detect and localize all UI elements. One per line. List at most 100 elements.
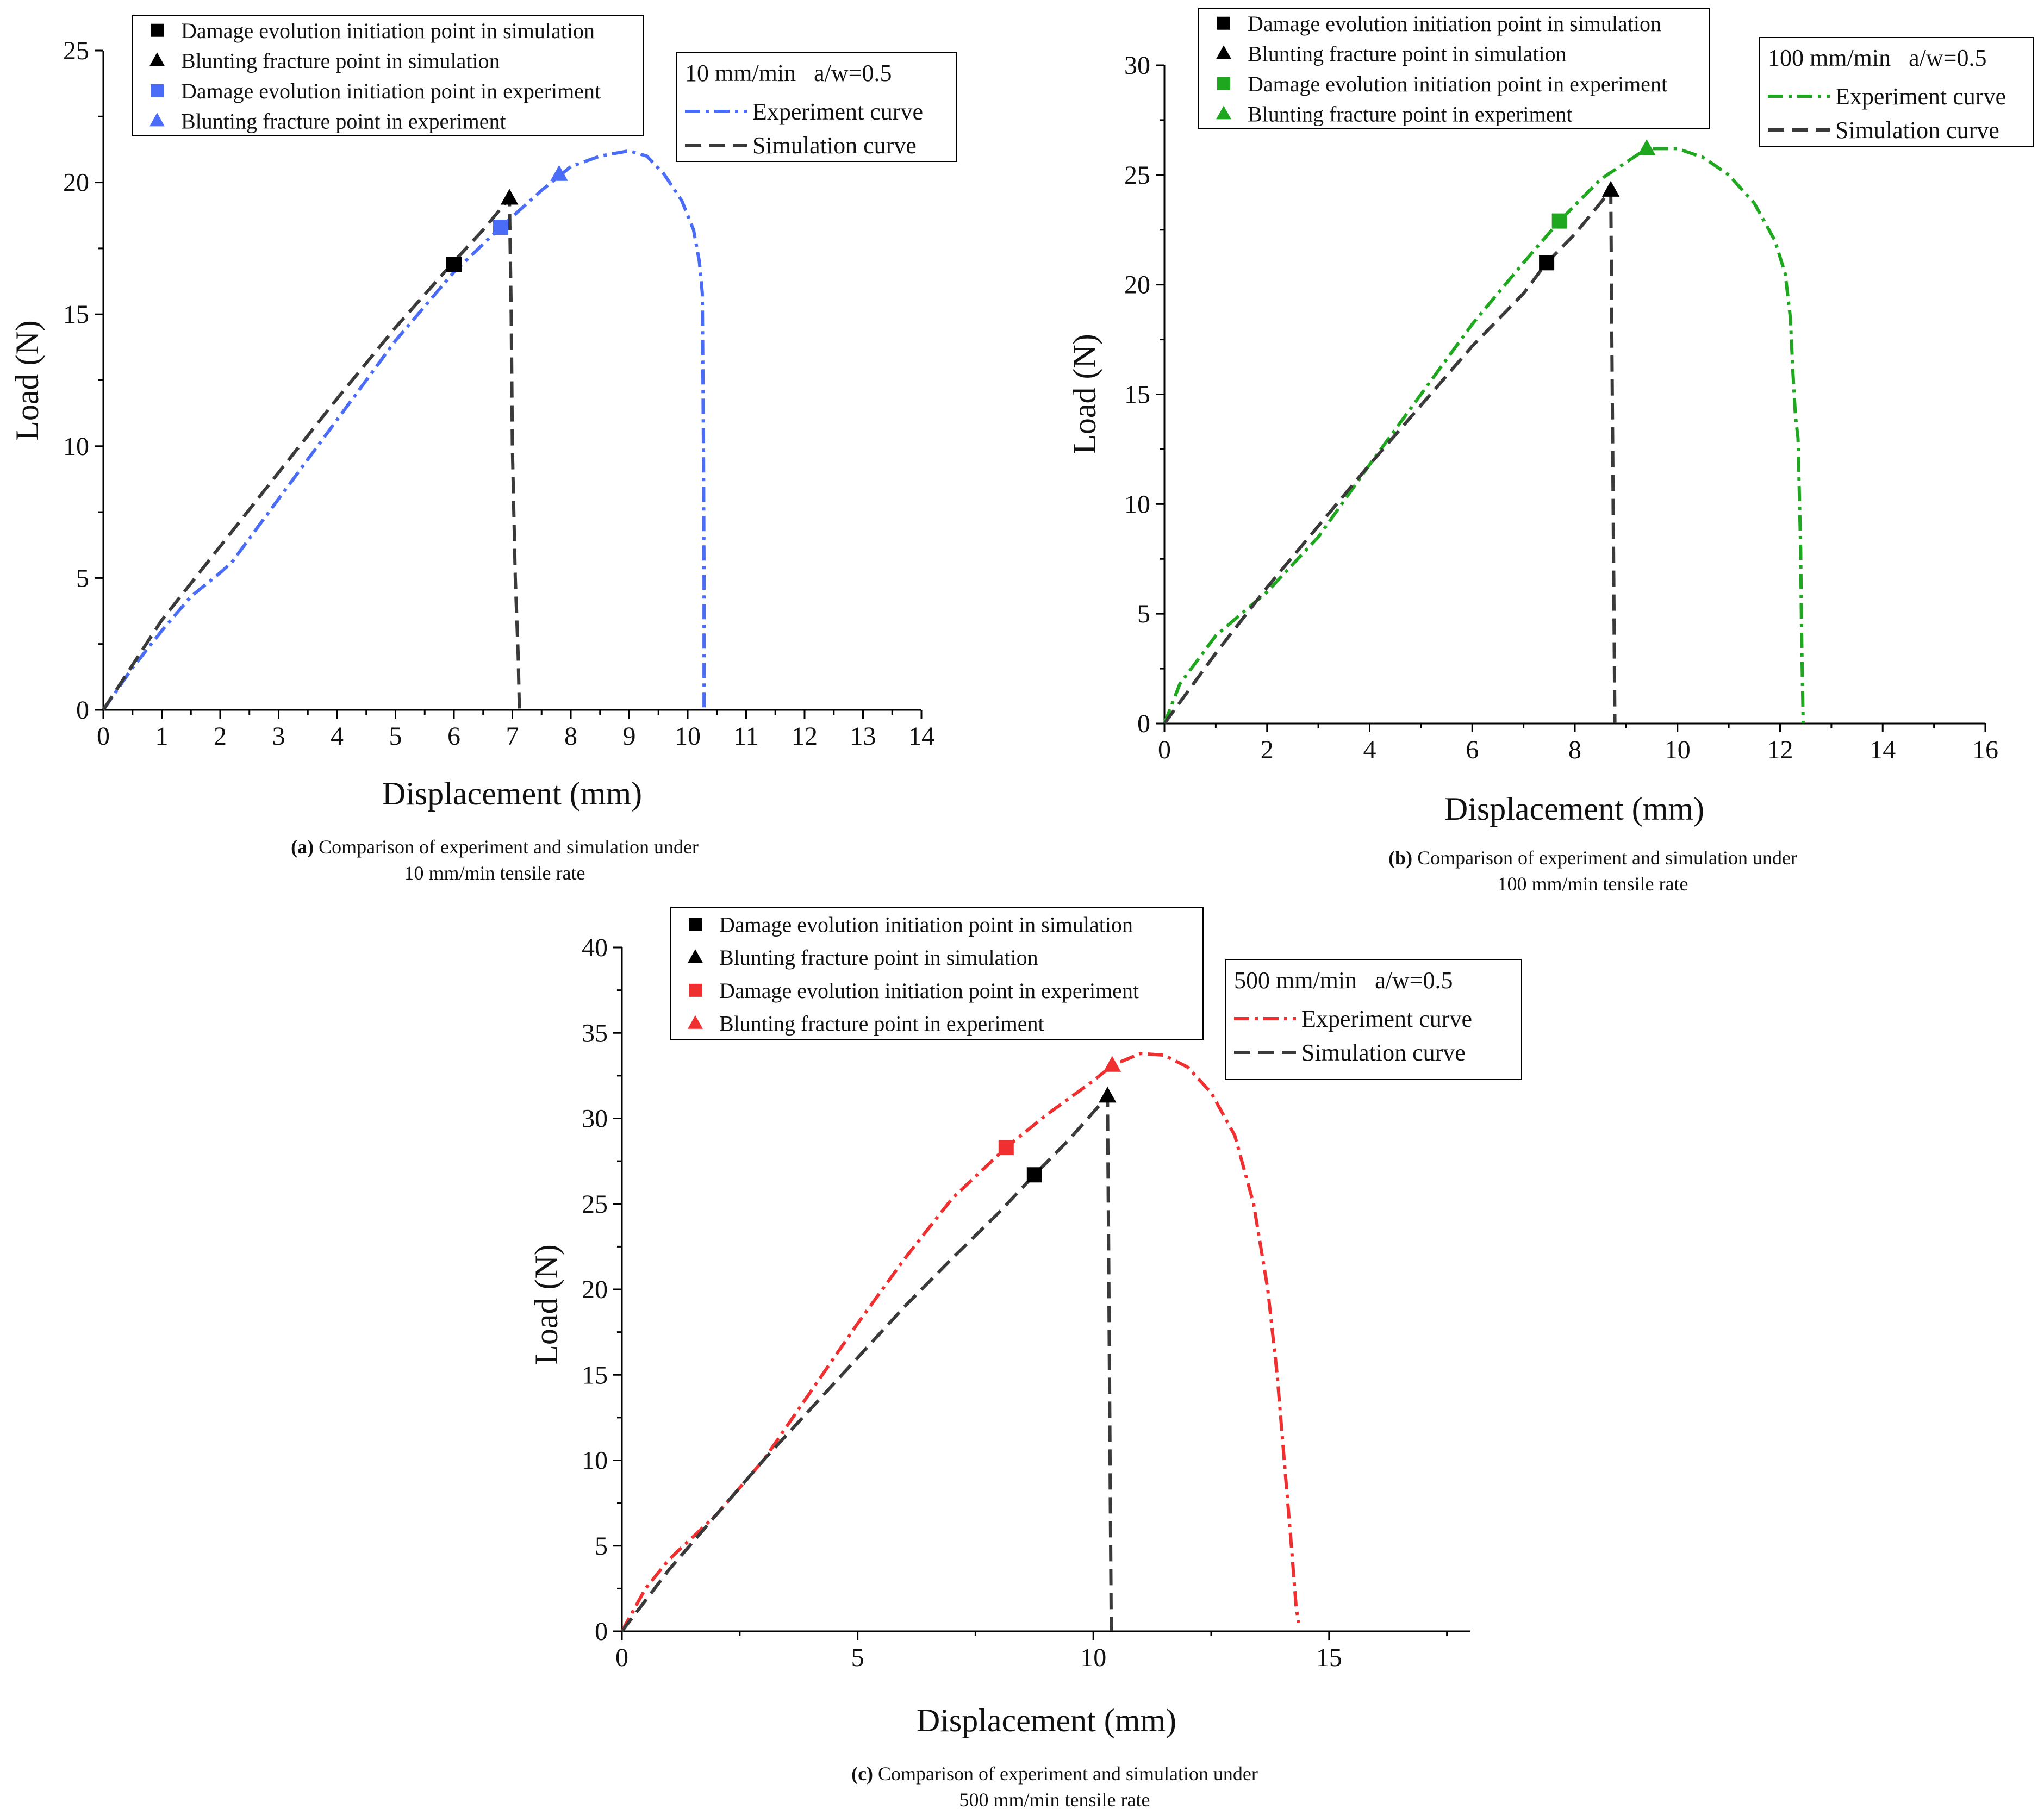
damage-initiation-marker (446, 257, 462, 272)
panel-caption-line2: 500 mm/min tensile rate (959, 1789, 1150, 1811)
marker-legend-label: Damage evolution initiation point in sim… (181, 18, 595, 43)
y-tick-label: 35 (582, 1019, 608, 1047)
y-tick-label: 25 (1124, 161, 1150, 190)
x-tick-label: 14 (1869, 735, 1896, 764)
x-tick-label: 6 (1466, 735, 1479, 764)
blunting-fracture-marker (550, 165, 568, 181)
legend-triangle-icon (688, 949, 703, 963)
blunting-fracture-marker (500, 189, 519, 205)
x-tick-label: 13 (850, 722, 876, 751)
simulation-curve (620, 1094, 1113, 1632)
y-tick-label: 5 (595, 1532, 608, 1561)
legend-square-icon (689, 918, 702, 931)
y-axis-title: Load (N) (1067, 334, 1102, 454)
x-axis-title: Displacement (mm) (1444, 791, 1704, 827)
legend-triangle-icon (688, 1015, 703, 1029)
y-tick-label: 20 (1124, 271, 1150, 300)
info-legend-label: Simulation curve (1301, 1039, 1466, 1066)
y-tick-label: 10 (1124, 490, 1150, 519)
damage-initiation-marker (998, 1139, 1014, 1155)
x-tick-label: 2 (214, 722, 227, 751)
legend-square-icon (151, 84, 164, 97)
caption-line1: Comparison of experiment and simulation … (873, 1763, 1258, 1785)
chart-panel-a: 0 1 2 3 4 5 6 7 8 9 10 11 12 13 140510152025Displaceme… (9, 15, 957, 884)
y-tick-label: 10 (582, 1446, 608, 1475)
damage-initiation-marker (1026, 1167, 1042, 1183)
x-tick-label: 2 (1261, 735, 1274, 764)
x-tick-label: 4 (1363, 735, 1376, 764)
damage-initiation-marker (493, 220, 508, 235)
y-tick-label: 5 (1137, 600, 1150, 628)
legend-triangle-icon (149, 113, 165, 127)
info-legend-title: 100 mm/min a/w=0.5 (1768, 45, 1986, 71)
legend-square-icon (151, 23, 164, 37)
x-tick-label: 9 (623, 722, 636, 751)
marker-legend-label: Damage evolution initiation point in exp… (181, 79, 601, 103)
info-legend-title: 500 mm/min a/w=0.5 (1234, 967, 1453, 994)
blunting-fracture-marker (1098, 1087, 1117, 1103)
caption-tag: (a) (291, 836, 314, 858)
marker-legend-label: Blunting fracture point in experiment (1248, 102, 1573, 126)
x-tick-label: 0 (1158, 735, 1171, 764)
info-legend-title: 10 mm/min a/w=0.5 (685, 60, 892, 86)
legend-square-icon (689, 983, 702, 997)
panel-caption-line2: 100 mm/min tensile rate (1498, 873, 1688, 895)
blunting-fracture-marker (1601, 180, 1620, 197)
y-tick-label: 20 (582, 1275, 608, 1304)
y-tick-label: 0 (1137, 709, 1150, 738)
legend-square-icon (1217, 16, 1230, 30)
y-tick-label: 0 (595, 1617, 608, 1646)
marker-legend-label: Blunting fracture point in simulation (181, 48, 500, 73)
panel-caption: (b) Comparison of experiment and simulat… (1388, 847, 1797, 869)
marker-legend (132, 15, 644, 136)
y-tick-label: 0 (76, 696, 89, 725)
x-axis-title: Displacement (mm) (917, 1702, 1176, 1738)
x-tick-label: 10 (675, 722, 701, 751)
x-tick-label: 10 (1665, 735, 1691, 764)
legend-square-icon (1217, 77, 1230, 90)
y-tick-label: 30 (1124, 51, 1150, 80)
experiment-curve (1163, 147, 1805, 725)
y-tick-label: 15 (582, 1361, 608, 1389)
marker-legend-label: Blunting fracture point in experiment (719, 1012, 1044, 1036)
x-tick-label: 0 (615, 1643, 628, 1672)
y-tick-label: 30 (582, 1105, 608, 1133)
damage-initiation-marker (1551, 213, 1567, 229)
marker-legend-label: Damage evolution initiation point in sim… (1248, 11, 1661, 36)
marker-legend-label: Blunting fracture point in experiment (181, 109, 506, 133)
x-tick-label: 5 (389, 722, 402, 751)
x-tick-label: 0 (97, 722, 110, 751)
x-tick-label: 16 (1972, 735, 1998, 764)
marker-legend (670, 907, 1204, 1040)
info-legend-label: Simulation curve (752, 132, 917, 159)
x-tick-label: 10 (1080, 1643, 1106, 1672)
x-tick-label: 8 (1568, 735, 1581, 764)
y-axis-title: Load (N) (9, 320, 45, 441)
y-tick-label: 15 (1124, 381, 1150, 409)
blunting-fracture-marker (1103, 1056, 1121, 1072)
info-legend-label: Simulation curve (1835, 117, 1999, 144)
chart-panel-c: 0 5 10 15 0 5 10 15 20 25 30 35 40 Displacement (mm) L… (528, 907, 1522, 1811)
panel-caption-line2: 10 mm/min tensile rate (404, 862, 585, 884)
info-legend (676, 52, 957, 162)
marker-legend-label: Damage evolution initiation point in exp… (719, 978, 1139, 1003)
y-tick-label: 5 (76, 564, 89, 592)
caption-tag: (c) (851, 1763, 873, 1785)
simulation-curve (1163, 189, 1617, 725)
legend-triangle-icon (1216, 45, 1231, 59)
y-tick-label: 20 (63, 169, 89, 197)
marker-legend-label: Damage evolution initiation point in sim… (719, 912, 1133, 937)
info-legend-label: Experiment curve (1835, 83, 2006, 110)
y-axis-title: Load (N) (528, 1244, 564, 1365)
marker-legend-label: Blunting fracture point in simulation (719, 945, 1038, 970)
chart-panel-b: 0 2 4 6 8 10 12 14 16 0 5 10 15 20 25 30 Displacement (m… (1067, 8, 2034, 895)
experiment-curve (620, 1052, 1300, 1632)
simulation-curve (102, 196, 521, 711)
x-tick-label: 7 (506, 722, 519, 751)
y-tick-label: 10 (63, 432, 89, 461)
x-tick-label: 3 (272, 722, 285, 751)
caption-line1: Comparison of experiment and simulation … (314, 836, 699, 858)
x-tick-label: 15 (1316, 1643, 1342, 1672)
legend-triangle-icon (1216, 105, 1231, 120)
